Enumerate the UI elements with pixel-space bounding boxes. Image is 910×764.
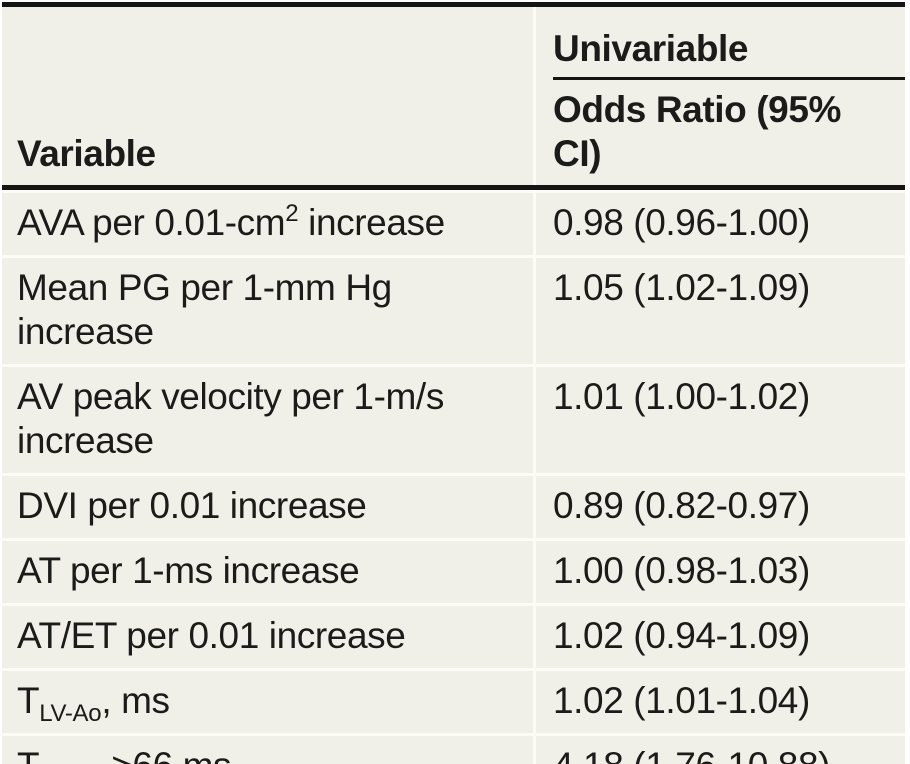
variable-text: T	[17, 680, 40, 721]
table-row: TLV-Ao, ms 1.02 (1.01-1.04)	[2, 668, 905, 733]
table-row: DVI per 0.01 increase 0.89 (0.82-0.97)	[2, 473, 905, 538]
table-row: Mean PG per 1-mm Hg increase 1.05 (1.02-…	[2, 255, 905, 364]
variable-cell: AV peak velocity per 1-m/s increase	[2, 367, 533, 473]
table-row: AT/ET per 0.01 increase 1.02 (0.94-1.09)	[2, 603, 905, 668]
column-header-odds-ratio: Odds Ratio (95% CI)	[533, 80, 905, 185]
variable-cell: AVA per 0.01-cm2 increase	[2, 193, 533, 255]
spanner-cell: Univariable	[533, 7, 905, 80]
variable-cell: Mean PG per 1-mm Hg increase	[2, 258, 533, 364]
table-row: AV peak velocity per 1-m/s increase 1.01…	[2, 364, 905, 473]
variable-cell: DVI per 0.01 increase	[2, 476, 533, 538]
column-header-row: Variable Odds Ratio (95% CI)	[2, 80, 905, 190]
subscript: LV-Ao	[39, 700, 102, 727]
odds-ratio-cell: 4.18 (1.76-10.88)	[533, 736, 905, 764]
variable-cell: TLV-Ao, ms	[2, 671, 533, 733]
spanner-row: Univariable	[2, 7, 905, 80]
variable-text: AT/ET per 0.01 increase	[17, 615, 406, 656]
odds-ratio-cell: 0.89 (0.82-0.97)	[533, 476, 905, 538]
table-row: AVA per 0.01-cm2 increase 0.98 (0.96-1.0…	[2, 190, 905, 255]
variable-text-post: , ms	[101, 680, 170, 721]
column-header-variable: Variable	[17, 133, 156, 174]
table-row: AT per 1-ms increase 1.00 (0.98-1.03)	[2, 538, 905, 603]
table-row: TLV-Ao >66 ms 4.18 (1.76-10.88)	[2, 733, 905, 764]
superscript: 2	[285, 200, 299, 227]
odds-ratio-cell: 1.02 (0.94-1.09)	[533, 606, 905, 668]
variable-text: AVA per 0.01-cm	[17, 202, 286, 243]
variable-text: AV peak velocity per 1-m/s increase	[17, 376, 444, 461]
odds-ratio-cell: 1.05 (1.02-1.09)	[533, 258, 905, 364]
odds-ratio-cell: 1.01 (1.00-1.02)	[533, 367, 905, 473]
variable-text: DVI per 0.01 increase	[17, 485, 367, 526]
spanner-label-univariable: Univariable	[553, 27, 905, 80]
odds-ratio-cell: 1.00 (0.98-1.03)	[533, 541, 905, 603]
variable-text: AT per 1-ms increase	[17, 550, 360, 591]
odds-ratio-cell: 0.98 (0.96-1.00)	[533, 193, 905, 255]
variable-text: T	[17, 745, 40, 764]
variable-cell: AT per 1-ms increase	[2, 541, 533, 603]
variable-text: Mean PG per 1-mm Hg increase	[17, 267, 392, 352]
variable-cell: TLV-Ao >66 ms	[2, 736, 533, 764]
variable-cell: AT/ET per 0.01 increase	[2, 606, 533, 668]
variable-text-post: increase	[298, 202, 445, 243]
variable-text-post: >66 ms	[101, 745, 231, 764]
odds-ratio-cell: 1.02 (1.01-1.04)	[533, 671, 905, 733]
